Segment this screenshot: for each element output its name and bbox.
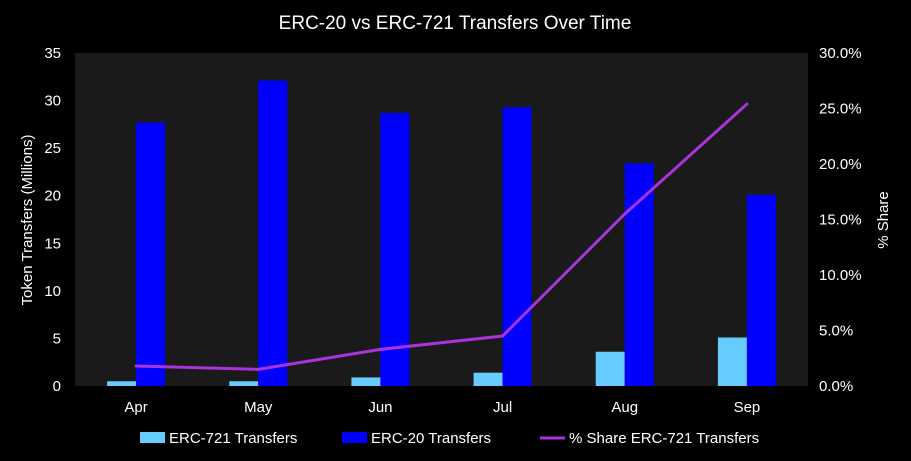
y-tick-label: 30 (44, 93, 61, 110)
y2-tick-label: 20.0% (819, 156, 862, 173)
y-tick-label: 20 (44, 188, 61, 205)
bar-erc-20-transfers (380, 112, 410, 386)
y-tick-label: 15 (44, 235, 61, 252)
line-share-erc721 (136, 102, 748, 371)
x-tick-label: Jun (368, 399, 392, 416)
x-tick-label: Jul (493, 399, 512, 416)
plot-background (75, 53, 808, 386)
legend-item: % Share ERC-721 Transfers (540, 430, 759, 447)
y2-tick-label: 30.0% (819, 45, 862, 62)
line-point (134, 364, 138, 368)
y-tick-label: 10 (44, 283, 61, 300)
bar-erc-20-transfers (136, 122, 166, 386)
x-tick-label: Aug (611, 399, 638, 416)
y2-tick-label: 15.0% (819, 212, 862, 229)
y-axis-label: Token Transfers (Millions) (19, 135, 36, 306)
line-point (745, 102, 749, 106)
bar-erc-721-transfers (595, 351, 625, 386)
x-tick-label: Apr (124, 399, 147, 416)
y2-tick-label: 10.0% (819, 267, 862, 284)
bar-erc-721-transfers (717, 337, 747, 386)
chart-title: ERC-20 vs ERC-721 Transfers Over Time (279, 13, 632, 34)
bar-erc-721-transfers (351, 377, 381, 386)
legend-item: ERC-20 Transfers (342, 430, 491, 447)
y-tick-label: 0 (53, 378, 61, 395)
legend: ERC-721 Transfers ERC-20 Transfers % Share… (140, 430, 759, 447)
legend-item: ERC-721 Transfers (140, 430, 297, 447)
bar-erc-20-transfers (746, 194, 776, 386)
legend-swatch (140, 432, 165, 443)
y2-axis-label: % Share (875, 191, 892, 249)
x-tick-label: May (244, 399, 273, 416)
line-point (378, 347, 382, 351)
bar-erc-20-transfers (502, 107, 532, 386)
legend-swatch (342, 432, 367, 443)
bar-erc-721-transfers (229, 381, 259, 386)
y-tick-label: 35 (44, 45, 61, 62)
x-tick-label: Sep (734, 399, 761, 416)
y2-tick-label: 0.0% (819, 378, 853, 395)
line-point (623, 212, 627, 216)
bar-erc-20-transfers (624, 163, 654, 386)
bar-erc-721-transfers (107, 381, 137, 386)
line-point (501, 334, 505, 338)
plot-area: 0 5 10 15 20 25 30 35 0.0% 5.0% 10.0% 15.0% 20.0% 25.… (44, 45, 861, 416)
bar-erc-20-transfers (258, 80, 288, 386)
legend-label: ERC-721 Transfers (169, 430, 297, 447)
line-point (256, 367, 260, 371)
legend-label: ERC-20 Transfers (371, 430, 491, 447)
y2-tick-label: 5.0% (819, 323, 853, 340)
bar-erc-721-transfers (473, 372, 503, 386)
y-tick-label: 25 (44, 140, 61, 157)
y2-tick-label: 25.0% (819, 101, 862, 118)
y-tick-label: 5 (53, 330, 61, 347)
legend-label: % Share ERC-721 Transfers (569, 430, 759, 447)
